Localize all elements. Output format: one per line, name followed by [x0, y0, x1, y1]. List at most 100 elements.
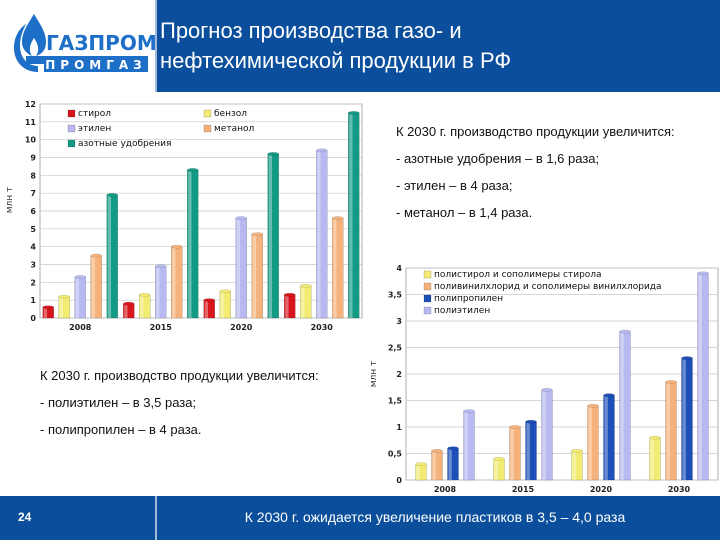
legend-entry: этилен — [67, 124, 111, 134]
bar — [267, 152, 279, 319]
chart1-bars — [42, 111, 360, 319]
y-tick-label: 6 — [30, 207, 36, 216]
x-tick-label: 2020 — [590, 485, 613, 494]
bar — [619, 329, 631, 481]
plastics-chart: млн т 0 0,5 1 1,5 2 2,5 3 3,5 4 2008 2015 2020 2030… — [369, 264, 719, 494]
legend-swatch — [67, 124, 76, 133]
bar — [155, 264, 167, 319]
legend-swatch — [423, 306, 432, 315]
bar — [187, 168, 199, 319]
bar — [463, 409, 475, 481]
legend-entry: стирол — [67, 109, 111, 119]
y-tick-label: 3,5 — [388, 291, 403, 300]
note-plastics: К 2030 г. производство продукции увеличи… — [40, 362, 370, 443]
y-tick-label: 1,5 — [388, 397, 403, 406]
legend-label: этилен — [78, 124, 111, 134]
chart1-legend: стирол бензол этилен метанол азотные удобрен… — [67, 109, 254, 149]
logo-sub-text: ПРОМГАЗ — [45, 58, 146, 72]
y-tick-label: 3 — [396, 317, 402, 326]
note2-heading: К 2030 г. производство продукции увеличи… — [40, 368, 319, 383]
x-tick-label: 2020 — [230, 323, 253, 332]
y-tick-label: 1 — [396, 423, 402, 432]
bar — [74, 275, 86, 319]
bar — [90, 253, 102, 319]
note1-item: - метанол – в 1,4 раза. — [396, 205, 533, 220]
note2-item: - полипропилен – в 4 раза. — [40, 422, 202, 437]
bar — [58, 294, 70, 319]
legend-entry: полипропилен — [423, 294, 503, 304]
bar — [332, 216, 344, 319]
bar — [649, 435, 661, 481]
bar — [316, 148, 328, 319]
legend-swatch — [67, 139, 76, 148]
bar — [171, 244, 183, 319]
legend-entry: бензол — [203, 109, 247, 119]
legend-label: полиэтилен — [434, 306, 490, 316]
x-tick-label: 2008 — [69, 323, 92, 332]
page-title: Прогноз производства газо- и нефтехимиче… — [160, 16, 710, 76]
logo-main-text: ГАЗПРОМ — [46, 31, 155, 55]
y-tick-label: 0,5 — [388, 450, 403, 459]
bar — [681, 356, 693, 481]
y-tick-label: 1 — [30, 296, 36, 305]
y-tick-label: 4 — [396, 264, 402, 273]
legend-label: стирол — [78, 109, 111, 119]
y-tick-label: 9 — [30, 154, 36, 163]
x-tick-label: 2008 — [434, 485, 457, 494]
chart1-grid — [39, 103, 363, 319]
legend-entry: полиэтилен — [423, 306, 490, 316]
bar — [541, 388, 553, 481]
bar — [431, 449, 443, 481]
bar — [415, 462, 427, 481]
chart2-x-ticks: 2008 2015 2020 2030 — [434, 485, 691, 494]
legend-entry: поливинилхлорид и сополимеры винилхлорид… — [423, 282, 662, 292]
chart1-x-ticks: 2008 2015 2020 2030 — [69, 323, 333, 332]
y-tick-label: 5 — [30, 225, 36, 234]
bar — [139, 293, 151, 319]
bar — [697, 271, 709, 481]
bar — [571, 449, 583, 481]
bar — [284, 293, 296, 319]
bar — [251, 232, 263, 319]
x-tick-label: 2015 — [150, 323, 173, 332]
title-line-1: Прогноз производства газо- и — [160, 18, 462, 43]
bar — [348, 111, 360, 319]
legend-entry: азотные удобрения — [67, 139, 171, 149]
legend-swatch — [203, 124, 212, 133]
bar — [203, 298, 215, 319]
x-tick-label: 2030 — [311, 323, 334, 332]
y-tick-label: 3 — [30, 261, 36, 270]
y-tick-label: 0 — [30, 314, 36, 323]
chart1-ylabel: млн т — [5, 187, 15, 214]
legend-label: поливинилхлорид и сополимеры винилхлорид… — [434, 282, 662, 292]
chart2-bars — [415, 271, 709, 481]
y-tick-label: 4 — [30, 243, 36, 252]
header-bar: ГАЗПРОМ ПРОМГАЗ Прогноз производства газ… — [0, 0, 720, 92]
header-divider — [155, 0, 157, 92]
y-tick-label: 11 — [25, 118, 37, 127]
chart2-ylabel: млн т — [369, 361, 379, 388]
y-tick-label: 2 — [396, 370, 402, 379]
bar — [665, 380, 677, 481]
bar — [509, 425, 521, 481]
bar — [106, 193, 118, 319]
note2-item: - полиэтилен – в 3,5 раза; — [40, 395, 197, 410]
logo-box: ГАЗПРОМ ПРОМГАЗ — [0, 0, 157, 92]
legend-swatch — [67, 109, 76, 118]
bar — [587, 403, 599, 481]
x-tick-label: 2030 — [668, 485, 691, 494]
x-tick-label: 2015 — [512, 485, 535, 494]
title-line-2: нефтехимической продукции в РФ — [160, 48, 512, 73]
y-tick-label: 8 — [30, 171, 36, 180]
note1-item: - этилен – в 4 раза; — [396, 178, 513, 193]
legend-swatch — [423, 270, 432, 279]
y-tick-label: 7 — [30, 189, 36, 198]
bar — [219, 289, 231, 319]
chart2-legend: полистирол и сополимеры стирола поливинил… — [423, 270, 662, 316]
footer-bar: 24 К 2030 г. ожидается увеличение пласти… — [0, 496, 720, 540]
footer-divider — [155, 496, 157, 540]
legend-label: полистирол и сополимеры стирола — [434, 270, 602, 280]
footer-text: К 2030 г. ожидается увеличение пластиков… — [244, 509, 626, 525]
bar — [447, 446, 459, 481]
